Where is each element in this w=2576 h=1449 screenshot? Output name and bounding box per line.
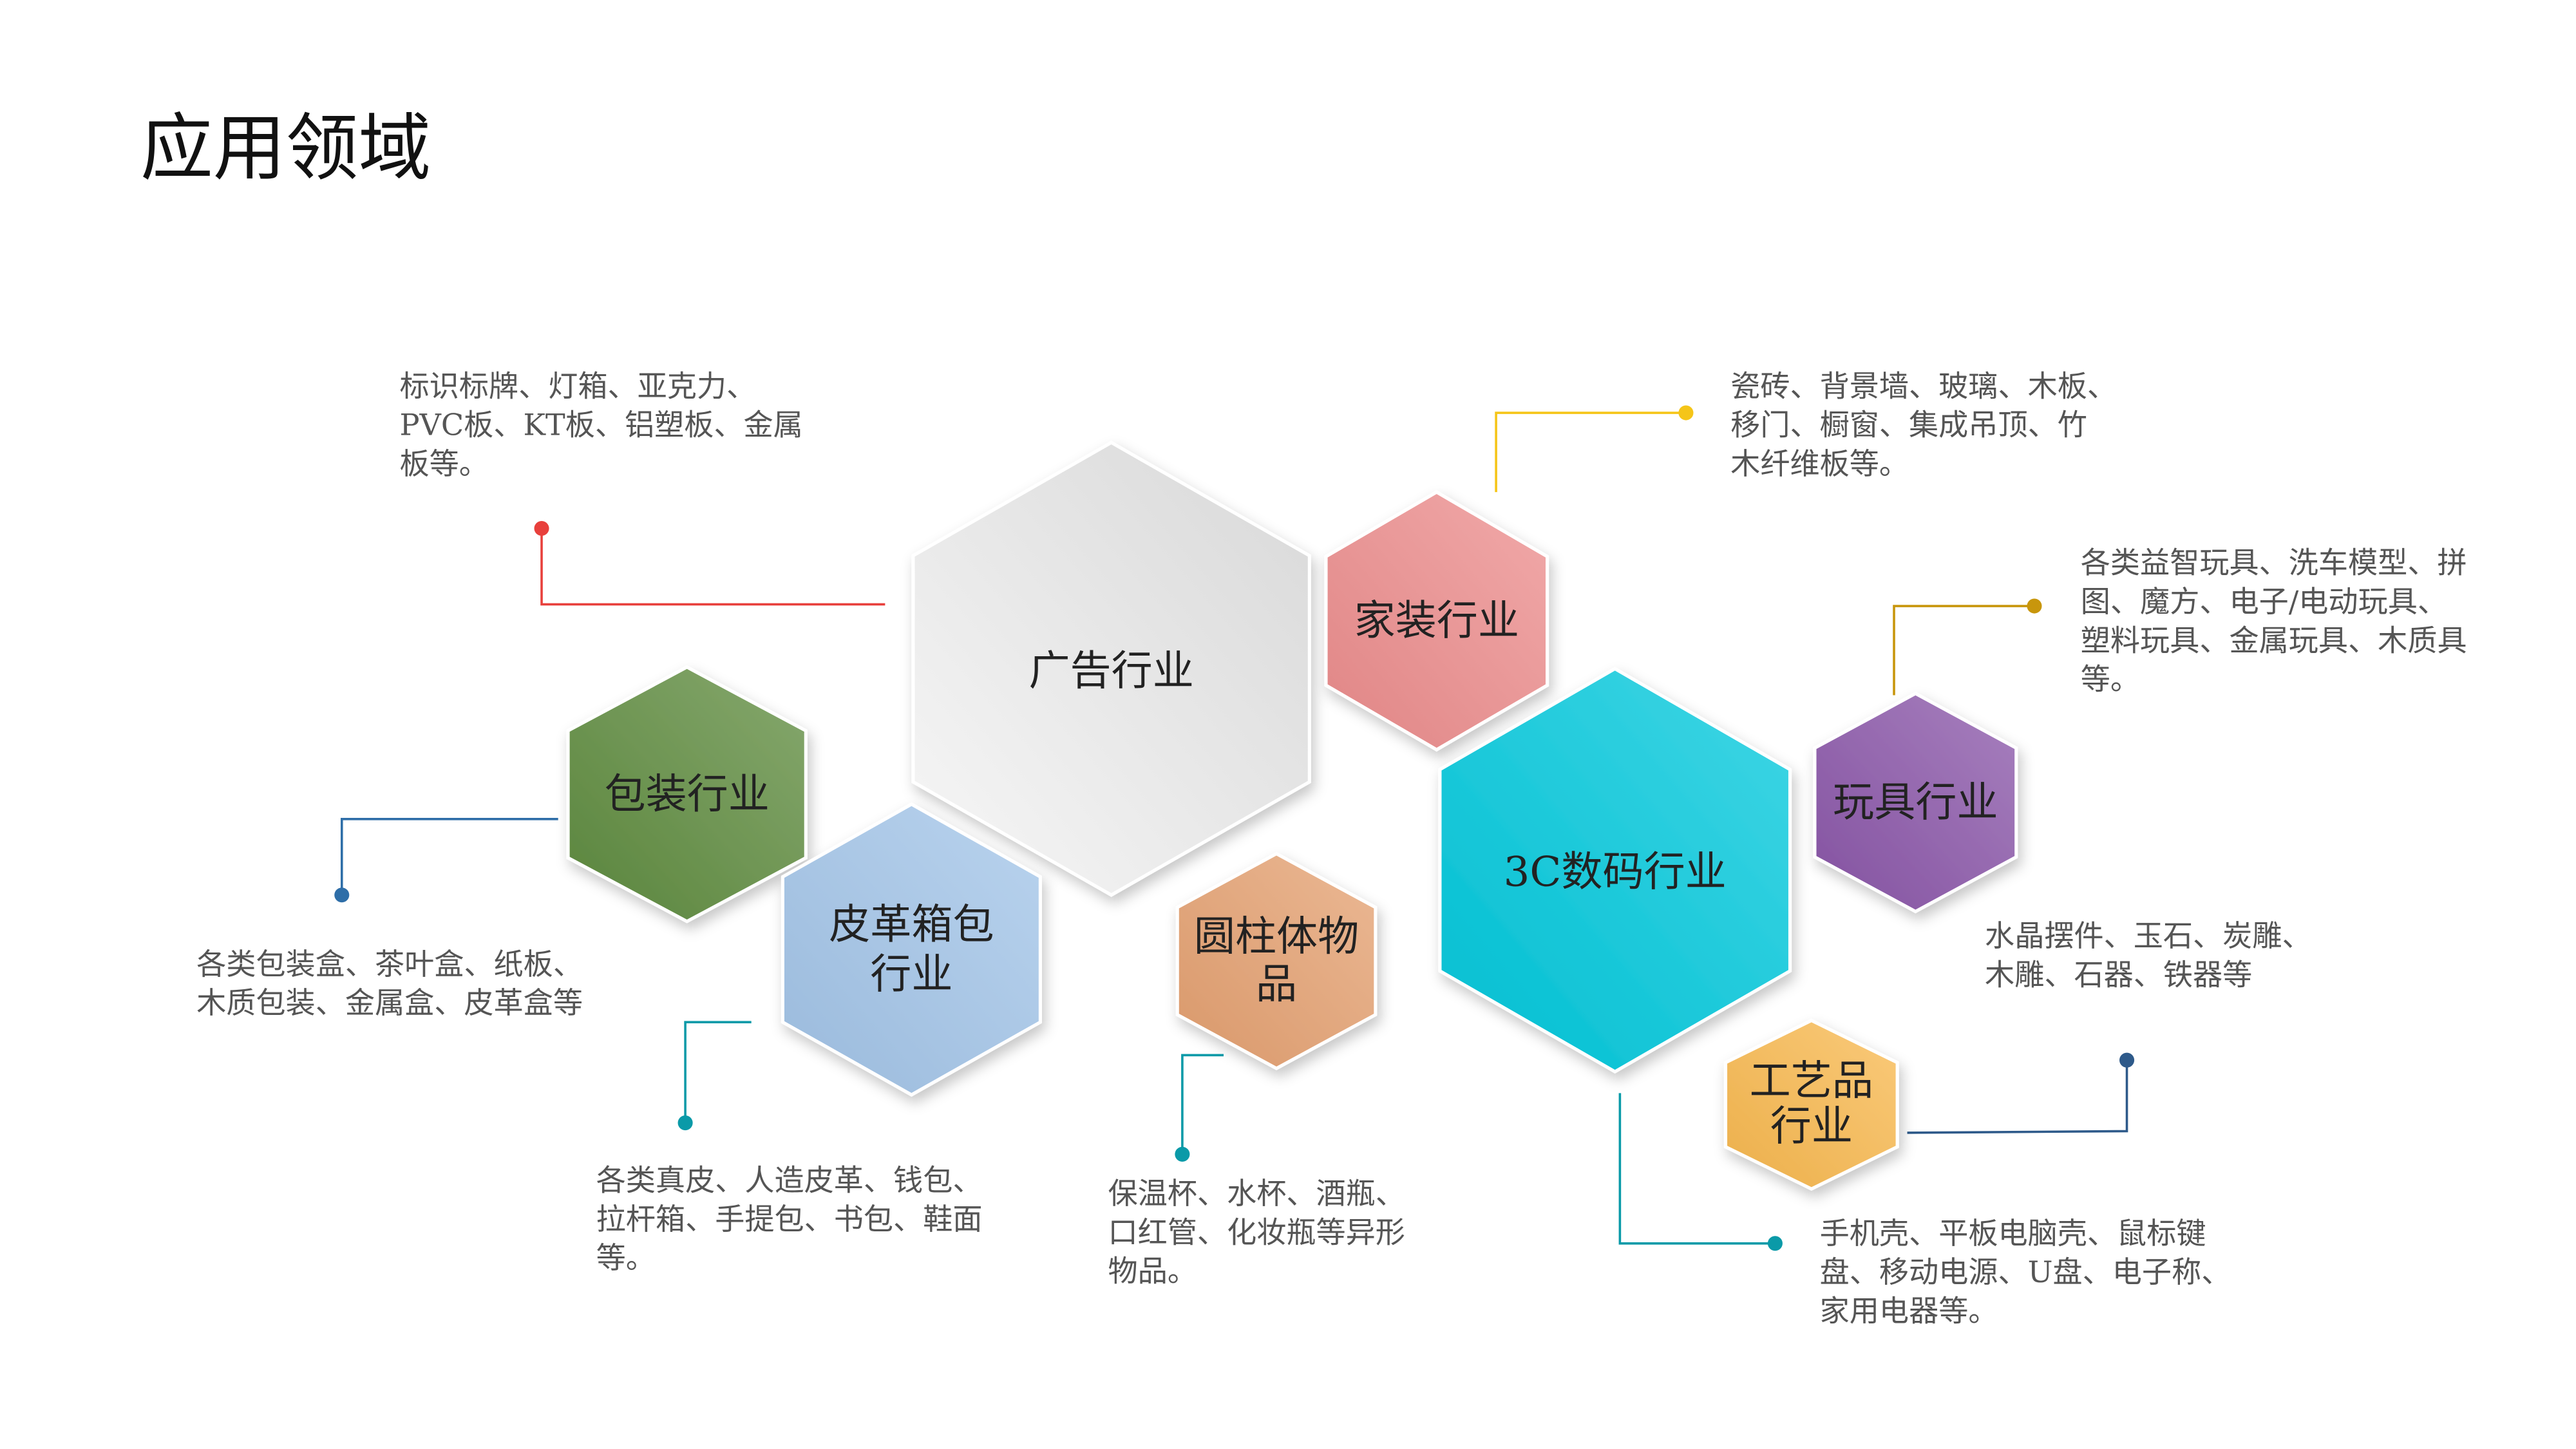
description-line: 等。 xyxy=(2081,662,2140,697)
description-advertising: 标识标牌、灯箱、亚克力、 PVC板、KT板、铝塑板、金属板等。 xyxy=(400,368,803,481)
description-line: 木质包装、金属盒、皮革盒等 xyxy=(196,985,583,1020)
description-line: 物品。 xyxy=(1108,1254,1197,1289)
description-line: 瓷砖、背景墙、玻璃、木板、 xyxy=(1730,368,2117,403)
description-digital: 手机壳、平板电脑壳、鼠标键盘、移动电源、U盘、电子称、家用电器等。 xyxy=(1820,1216,2231,1329)
connectors xyxy=(334,405,2135,1251)
hexagon-label: 包装行业 xyxy=(604,771,769,819)
hexagon-label: 行业 xyxy=(870,951,952,998)
connector-dot xyxy=(534,520,549,536)
description-line: 保温杯、水杯、酒瓶、 xyxy=(1108,1176,1405,1211)
connector-packaging xyxy=(334,818,558,903)
description-line: 各类真皮、人造皮革、钱包、 xyxy=(596,1163,983,1198)
hexagon-label: 3C数码行业 xyxy=(1504,849,1727,896)
description-home: 瓷砖、背景墙、玻璃、木板、移门、橱窗、集成吊顶、竹木纤维板等。 xyxy=(1730,368,2117,481)
hexagon-shape xyxy=(911,440,1311,897)
hexagon-digital: 3C数码行业 xyxy=(1438,667,1792,1074)
connector-dot xyxy=(2027,598,2042,614)
hexagon-shape xyxy=(1324,490,1549,752)
hexagon-label: 品 xyxy=(1256,961,1297,1009)
description-line: 口红管、化妆瓶等异形 xyxy=(1108,1215,1405,1249)
connector-advertising xyxy=(534,520,886,606)
connector-line xyxy=(540,528,886,606)
page-title: 应用领域 xyxy=(140,106,431,191)
hexagon-shape xyxy=(781,802,1042,1097)
description-line: PVC板、KT板、铝塑板、金属 xyxy=(400,408,803,442)
connector-dot xyxy=(334,887,350,903)
hexagon-shape xyxy=(1438,667,1792,1074)
hexagon-label: 工艺品 xyxy=(1750,1057,1873,1105)
description-cylinder: 保温杯、水杯、酒瓶、口红管、化妆瓶等异形物品。 xyxy=(1108,1176,1405,1289)
description-line: 木纤维板等。 xyxy=(1730,446,1909,481)
description-line: 板等。 xyxy=(400,446,489,481)
connector-line xyxy=(684,1021,752,1123)
description-leather: 各类真皮、人造皮革、钱包、拉杆箱、手提包、书包、鞋面等。 xyxy=(596,1163,983,1276)
descriptions: 标识标牌、灯箱、亚克力、 PVC板、KT板、铝塑板、金属板等。 瓷砖、背景墙、玻璃、… xyxy=(196,368,2467,1328)
connector-line xyxy=(340,818,558,895)
hexagon-label: 家装行业 xyxy=(1354,598,1519,645)
description-line: 移门、橱窗、集成吊顶、竹 xyxy=(1730,408,2087,442)
connector-line xyxy=(1495,412,1686,493)
hexagon-label: 皮革箱包 xyxy=(829,901,994,949)
connector-dot xyxy=(677,1115,693,1131)
description-toys: 各类益智玩具、洗车模型、拼图、魔方、电子/电动玩具、塑料玩具、金属玩具、木质具等… xyxy=(2081,545,2467,697)
connector-dot xyxy=(1678,405,1694,421)
description-line: 各类包装盒、茶叶盒、纸板、 xyxy=(196,947,583,981)
connector-home xyxy=(1495,405,1694,493)
hexagon-home: 家装行业 xyxy=(1324,490,1549,752)
hexagon-shape xyxy=(1723,1018,1899,1191)
connector-line xyxy=(1907,1060,2128,1134)
description-line: 标识标牌、灯箱、亚克力、 xyxy=(400,368,757,403)
connector-digital xyxy=(1618,1093,1783,1251)
description-line: 等。 xyxy=(596,1240,656,1275)
connector-dot xyxy=(2119,1052,2135,1068)
description-line: 图、魔方、电子/电动玩具、 xyxy=(2081,584,2447,619)
connector-dot xyxy=(1175,1146,1190,1162)
description-line: 家用电器等。 xyxy=(1820,1293,1998,1328)
description-line: 塑料玩具、金属玩具、木质具 xyxy=(2081,623,2467,658)
hexagon-shape xyxy=(1813,692,2018,914)
hexagon-shape xyxy=(566,665,808,923)
description-line: 拉杆箱、手提包、书包、鞋面 xyxy=(596,1202,983,1236)
description-line: 水晶摆件、玉石、炭雕、 xyxy=(1985,918,2312,953)
connector-cylinder xyxy=(1175,1054,1224,1162)
connector-line xyxy=(1893,605,2034,696)
hexagon-toys: 玩具行业 xyxy=(1813,692,2018,914)
description-line: 手机壳、平板电脑壳、鼠标键 xyxy=(1820,1216,2206,1251)
connector-toys xyxy=(1893,598,2042,696)
description-line: 各类益智玩具、洗车模型、拼 xyxy=(2081,545,2467,580)
connector-line xyxy=(1181,1054,1224,1155)
hexagon-label: 广告行业 xyxy=(1028,648,1193,696)
hexagon-label: 圆柱体物 xyxy=(1194,913,1359,961)
description-line: 盘、移动电源、U盘、电子称、 xyxy=(1820,1255,2231,1289)
hexagon-packaging: 包装行业 xyxy=(566,665,808,923)
hexagon-shape xyxy=(1175,851,1378,1070)
description-line: 木雕、石器、铁器等 xyxy=(1985,957,2252,992)
hexagon-advertising: 广告行业 xyxy=(911,440,1311,897)
description-packaging: 各类包装盒、茶叶盒、纸板、木质包装、金属盒、皮革盒等 xyxy=(196,947,583,1020)
description-crafts: 水晶摆件、玉石、炭雕、木雕、石器、铁器等 xyxy=(1985,918,2312,992)
connector-leather xyxy=(677,1021,752,1131)
connector-dot xyxy=(1767,1236,1783,1251)
hexagon-label: 行业 xyxy=(1770,1103,1853,1150)
hexagon-label: 玩具行业 xyxy=(1833,779,1998,827)
connector-crafts xyxy=(1907,1052,2135,1134)
connector-line xyxy=(1618,1093,1776,1245)
